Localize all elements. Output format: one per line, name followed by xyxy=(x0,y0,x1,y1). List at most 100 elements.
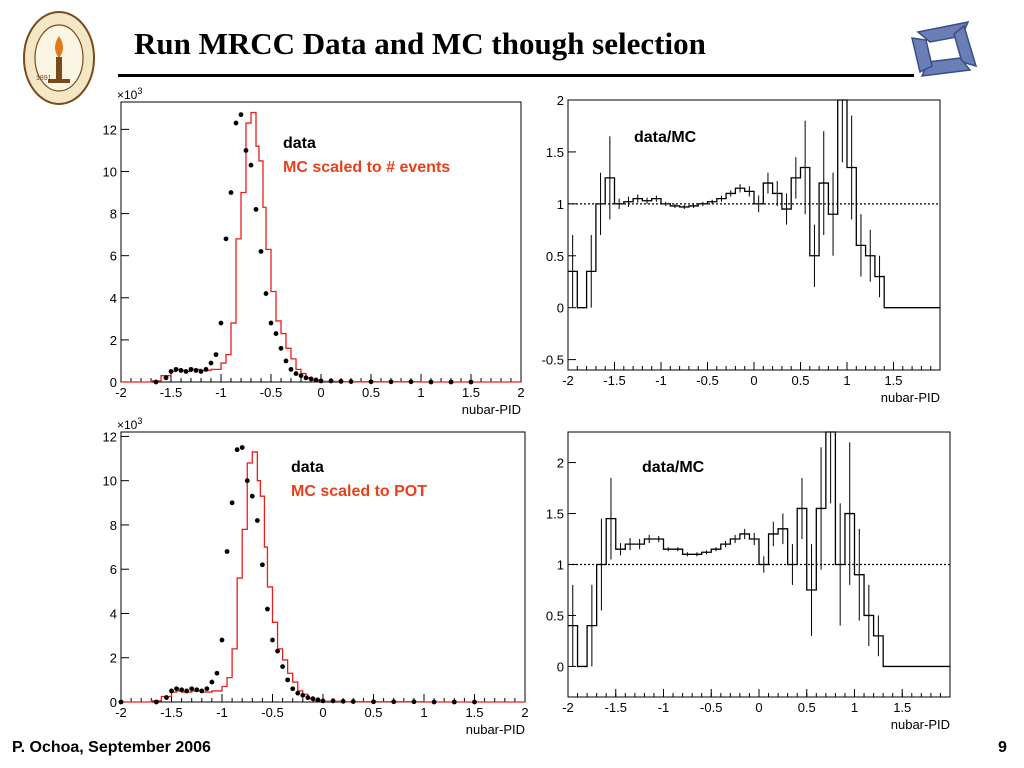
data-point xyxy=(238,112,244,118)
x-tick-label: 2 xyxy=(517,385,524,400)
y-tick-label: 8 xyxy=(110,207,117,222)
x-axis-label: nubar-PID xyxy=(881,390,940,405)
x-tick-label: 1.5 xyxy=(465,705,483,720)
data-point xyxy=(451,699,457,705)
y-tick-label: 1.5 xyxy=(546,145,564,160)
data-point xyxy=(223,236,229,242)
x-tick-label: -1 xyxy=(655,373,667,388)
data-point xyxy=(244,478,250,484)
y-tick-label: 1.5 xyxy=(546,507,564,522)
y-tick-label: 1 xyxy=(557,197,564,212)
x-tick-label: -1.5 xyxy=(160,705,182,720)
data-point xyxy=(199,688,205,694)
footer-author-date: P. Ochoa, September 2006 xyxy=(12,739,211,756)
legend-entry-mc: MC scaled to POT xyxy=(291,483,427,500)
y-tick-label: 12 xyxy=(103,122,117,137)
x-tick-label: -2 xyxy=(562,373,574,388)
ratio-histogram-line xyxy=(568,431,950,668)
data-point xyxy=(391,699,397,705)
x-tick-label: -1.5 xyxy=(603,373,625,388)
chart-top-right: -2 -1.5 -1 -0.5 0 0.5 1 1.5 -0.5 0 0.5 1 1.5 2 nubar-P… xyxy=(542,93,941,405)
data-point xyxy=(278,345,284,351)
data-point xyxy=(411,699,417,705)
legend-entry-mc: MC scaled to # events xyxy=(283,159,450,176)
y-tick-label: 2 xyxy=(110,651,117,666)
data-point xyxy=(348,379,354,384)
axis-multiplier-exponent: 3 xyxy=(137,86,142,96)
data-point xyxy=(153,379,159,385)
x-tick-label: 0.5 xyxy=(364,705,382,720)
data-point xyxy=(315,697,321,703)
axis-multiplier-base: ×10 xyxy=(117,88,138,102)
data-point xyxy=(295,690,301,696)
data-point xyxy=(318,378,324,384)
data-point xyxy=(265,606,270,612)
y-tick-label: 0.5 xyxy=(546,608,564,623)
data-point xyxy=(208,360,214,366)
data-point xyxy=(330,698,336,704)
axis-multiplier: ×103 xyxy=(117,86,142,102)
x-tick-label: 1.5 xyxy=(884,373,902,388)
title-rule xyxy=(118,74,914,77)
data-point xyxy=(174,686,179,692)
x-tick-label: 0.5 xyxy=(798,700,816,715)
x-tick-label: 0 xyxy=(750,373,757,388)
mc-histogram-line xyxy=(121,111,521,383)
x-tick-label: -1 xyxy=(215,385,227,400)
x-tick-label: 0.5 xyxy=(791,373,809,388)
data-point xyxy=(303,375,309,381)
ratio-title: data/MC xyxy=(634,129,697,146)
x-tick-label: 1.5 xyxy=(462,385,480,400)
x-tick-label: 1 xyxy=(420,705,427,720)
x-tick-label: -0.5 xyxy=(696,373,718,388)
data-point xyxy=(219,637,225,643)
data-point xyxy=(260,562,265,568)
x-tick-label: -1.5 xyxy=(160,385,182,400)
legend-entry-data: data xyxy=(283,135,316,152)
data-point xyxy=(178,368,184,373)
data-point xyxy=(371,699,376,705)
data-point xyxy=(300,692,306,698)
x-tick-label: -0.5 xyxy=(700,700,722,715)
data-point xyxy=(328,378,334,384)
y-tick-label: 4 xyxy=(110,291,117,306)
y-tick-label: 12 xyxy=(103,429,117,444)
ratio-title: data/MC xyxy=(642,459,705,476)
seal-year: 1891 xyxy=(36,75,52,82)
data-point xyxy=(408,379,414,385)
data-point xyxy=(340,698,346,704)
data-point xyxy=(280,664,285,669)
data-point xyxy=(194,687,200,693)
data-point xyxy=(243,148,249,153)
data-point xyxy=(203,366,209,372)
experiment-logo-icon xyxy=(911,20,978,77)
data-point xyxy=(248,162,254,168)
data-point xyxy=(213,352,219,358)
x-tick-label: 0 xyxy=(317,385,324,400)
x-tick-label: 1 xyxy=(417,385,424,400)
data-point xyxy=(320,698,326,704)
y-tick-label: 6 xyxy=(110,562,117,577)
data-point xyxy=(193,368,199,373)
y-tick-label: 0 xyxy=(557,659,564,674)
data-point xyxy=(270,637,275,643)
x-tick-label: -1 xyxy=(658,700,670,715)
data-point xyxy=(263,291,269,296)
data-point xyxy=(249,493,255,499)
y-tick-label: 0 xyxy=(110,375,117,390)
data-point xyxy=(184,688,190,694)
data-point xyxy=(273,331,279,336)
data-point xyxy=(254,518,260,523)
x-tick-label: -2 xyxy=(115,385,127,400)
y-tick-label: 2 xyxy=(557,93,564,108)
plot-frame xyxy=(120,101,522,383)
data-point xyxy=(173,366,179,372)
chart-bottom-right: -2 -1.5 -1 -0.5 0 0.5 1 1.5 0 0.5 1 1.5 2 nubar-PID da… xyxy=(546,431,951,732)
data-point xyxy=(228,190,234,195)
data-point xyxy=(189,686,195,692)
data-point xyxy=(253,206,259,212)
y-tick-label: 0 xyxy=(557,301,564,316)
data-point xyxy=(310,696,316,702)
data-point xyxy=(163,375,169,381)
charts-svg: -2 -1.5 -1 -0.5 0 0.5 1 1.5 2024681012nubar-PID×… xyxy=(103,86,951,737)
